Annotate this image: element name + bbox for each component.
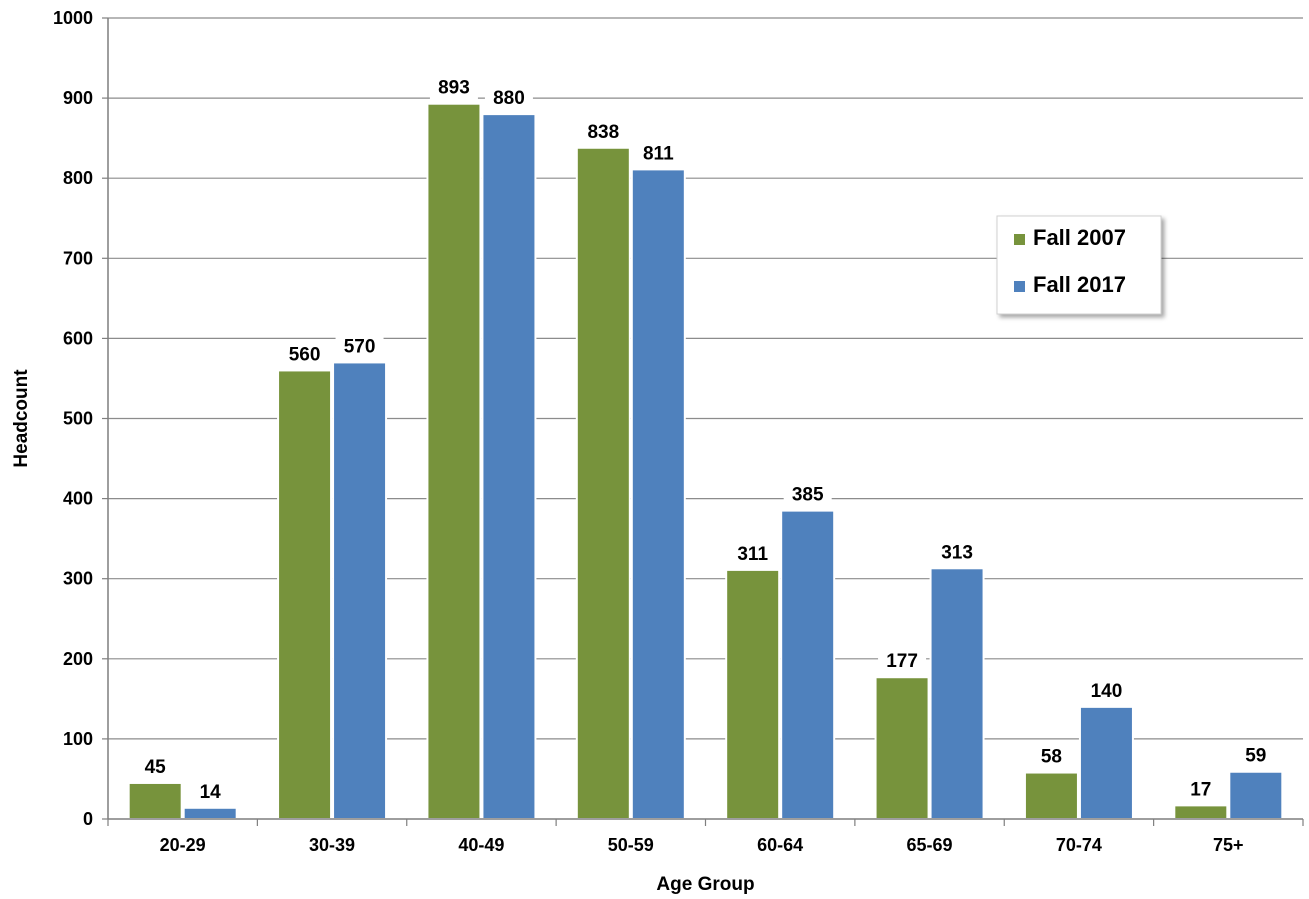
- data-label-background: [280, 340, 329, 367]
- x-tick-label: 20-29: [160, 835, 206, 855]
- data-label-background: [484, 84, 533, 111]
- legend-swatch: [1014, 234, 1025, 245]
- bar-fall-2007-30-39: [277, 369, 333, 820]
- data-label-background: [1176, 775, 1225, 802]
- bar-fall-2007-65-69: [874, 676, 930, 821]
- legend-swatch: [1014, 281, 1025, 292]
- x-tick-label: 40-49: [458, 835, 504, 855]
- data-label: 311: [737, 544, 768, 565]
- data-label: 811: [643, 143, 674, 164]
- data-label-background: [579, 117, 628, 144]
- bar-fall-2007-60-64: [725, 568, 781, 820]
- bars: [127, 102, 1284, 821]
- y-tick-label: 100: [63, 729, 93, 749]
- data-label: 177: [886, 651, 918, 672]
- x-tick-label: 50-59: [608, 835, 654, 855]
- bar-fall-2007-70-74: [1023, 771, 1079, 820]
- y-tick-label: 1000: [53, 8, 93, 28]
- y-tick-label: 800: [63, 168, 93, 188]
- data-label-background: [728, 539, 777, 566]
- data-label-background: [429, 73, 478, 100]
- x-tick-label: 30-39: [309, 835, 355, 855]
- data-label: 313: [941, 542, 973, 563]
- x-tick-label: 60-64: [757, 835, 803, 855]
- y-tick-label: 300: [63, 569, 93, 589]
- data-label-background: [933, 538, 982, 565]
- y-tick-label: 200: [63, 649, 93, 669]
- data-label-background: [1027, 742, 1076, 769]
- legend: Fall 2007 Fall 2017: [996, 215, 1162, 315]
- x-axis-ticks: 20-29 30-39 40-49 50-59 60-64 65-69 70-74 75+: [107, 819, 1304, 855]
- y-tick-label: 700: [63, 248, 93, 268]
- bar-fall-2017-20-29: [182, 806, 238, 821]
- data-label: 893: [438, 78, 470, 99]
- bar-fall-2007-50-59: [575, 146, 631, 820]
- data-label-background: [1231, 741, 1280, 768]
- data-label: 838: [587, 122, 619, 143]
- bar-fall-2017-60-64: [780, 509, 836, 820]
- data-label-background: [783, 480, 832, 507]
- y-axis-ticks: 0 100 200 300 400 500 600 700 800 900 1000: [53, 8, 108, 829]
- data-label-background: [634, 139, 683, 166]
- y-tick-label: 500: [63, 409, 93, 429]
- bar-fall-2017-50-59: [630, 168, 686, 821]
- data-label-background: [878, 647, 927, 674]
- bar-fall-2017-70-74: [1078, 705, 1134, 820]
- legend-box: [996, 215, 1162, 315]
- bar-fall-2007-40-49: [426, 102, 482, 821]
- data-label: 45: [145, 757, 167, 778]
- data-label: 58: [1041, 747, 1062, 768]
- data-label: 385: [792, 485, 824, 506]
- x-tick-label: 75+: [1213, 835, 1244, 855]
- data-label: 140: [1091, 681, 1123, 702]
- data-label-background: [186, 777, 235, 804]
- bar-fall-2017-30-39: [332, 361, 388, 820]
- data-label: 880: [493, 88, 525, 109]
- legend-label: Fall 2017: [1033, 272, 1126, 297]
- x-axis-title: Age Group: [656, 874, 754, 895]
- data-labels: 45 14 560 570 893 880 838 811 311 385 177 313 58 140 1…: [131, 73, 1280, 804]
- y-tick-label: 900: [63, 88, 93, 108]
- x-tick-label: 65-69: [907, 835, 953, 855]
- y-tick-label: 600: [63, 328, 93, 348]
- data-label: 59: [1245, 746, 1266, 767]
- data-label-background: [335, 332, 384, 359]
- data-label-background: [1082, 676, 1131, 703]
- legend-label: Fall 2007: [1033, 225, 1126, 250]
- bar-fall-2017-40-49: [481, 113, 537, 821]
- bar-fall-2017-75+: [1228, 770, 1284, 821]
- bar-fall-2007-75+: [1173, 804, 1229, 820]
- y-tick-label: 400: [63, 489, 93, 509]
- data-label-background: [131, 752, 180, 779]
- data-label: 570: [344, 336, 376, 357]
- bar-fall-2007-20-29: [127, 781, 183, 821]
- data-label: 14: [200, 782, 222, 803]
- axes: [107, 18, 1303, 820]
- y-axis-title: Headcount: [11, 369, 32, 468]
- data-label: 560: [289, 344, 321, 365]
- x-tick-label: 70-74: [1056, 835, 1102, 855]
- data-label: 17: [1190, 779, 1211, 800]
- y-tick-label: 0: [83, 809, 93, 829]
- bar-fall-2017-65-69: [929, 567, 985, 820]
